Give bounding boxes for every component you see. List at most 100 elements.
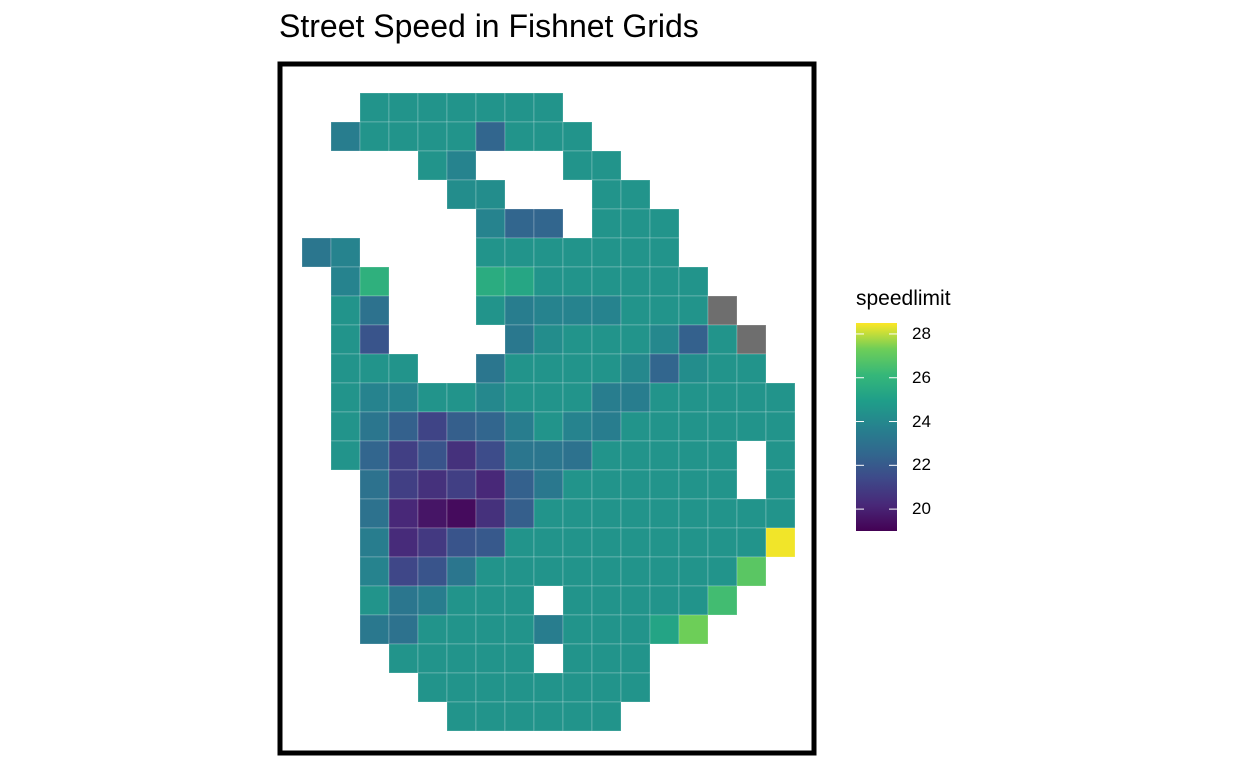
grid-cell bbox=[649, 585, 680, 616]
grid-cell bbox=[475, 121, 506, 152]
grid-cell bbox=[359, 440, 390, 471]
chart-title: Street Speed in Fishnet Grids bbox=[279, 8, 699, 44]
grid-cell bbox=[359, 469, 390, 500]
grid-cell bbox=[330, 382, 361, 413]
grid-cell bbox=[678, 295, 709, 326]
grid-cell bbox=[562, 672, 593, 703]
grid-cell bbox=[707, 411, 738, 442]
legend-title: speedlimit bbox=[856, 287, 951, 310]
grid-cell bbox=[678, 527, 709, 558]
grid-cell bbox=[475, 440, 506, 471]
grid-cell bbox=[591, 614, 622, 645]
legend-tick-label: 22 bbox=[912, 455, 931, 475]
grid-cell bbox=[475, 237, 506, 268]
grid-cell bbox=[562, 643, 593, 674]
grid-cell bbox=[533, 237, 564, 268]
grid-cell bbox=[620, 324, 651, 355]
grid-cell bbox=[591, 643, 622, 674]
grid-cell bbox=[649, 324, 680, 355]
grid-cell bbox=[504, 469, 535, 500]
grid-cell bbox=[504, 411, 535, 442]
grid-cell bbox=[533, 382, 564, 413]
grid-cell bbox=[504, 556, 535, 587]
grid-cell bbox=[475, 208, 506, 239]
grid-cell bbox=[475, 179, 506, 210]
grid-cell bbox=[533, 208, 564, 239]
grid-cell bbox=[765, 527, 796, 558]
grid-cells bbox=[301, 92, 796, 732]
grid-cell bbox=[446, 701, 477, 732]
grid-cell bbox=[504, 353, 535, 384]
grid-cell bbox=[475, 353, 506, 384]
grid-cell bbox=[707, 556, 738, 587]
grid-cell bbox=[620, 440, 651, 471]
grid-cell bbox=[678, 614, 709, 645]
grid-cell bbox=[446, 179, 477, 210]
grid-cell bbox=[475, 527, 506, 558]
legend-tick-label: 20 bbox=[912, 499, 931, 519]
grid-cell bbox=[736, 324, 767, 355]
grid-cell bbox=[562, 121, 593, 152]
grid-cell bbox=[388, 92, 419, 123]
grid-cell bbox=[765, 498, 796, 529]
grid-cell bbox=[359, 498, 390, 529]
grid-cell bbox=[504, 614, 535, 645]
grid-cell bbox=[765, 469, 796, 500]
grid-cell bbox=[620, 208, 651, 239]
grid-cell bbox=[475, 92, 506, 123]
grid-cell bbox=[620, 614, 651, 645]
grid-cell bbox=[591, 150, 622, 181]
grid-cell bbox=[504, 295, 535, 326]
grid-cell bbox=[707, 382, 738, 413]
grid-cell bbox=[591, 382, 622, 413]
grid-cell bbox=[388, 643, 419, 674]
grid-cell bbox=[649, 556, 680, 587]
grid-cell bbox=[649, 527, 680, 558]
grid-cell bbox=[533, 324, 564, 355]
grid-cell bbox=[359, 382, 390, 413]
grid-cell bbox=[562, 353, 593, 384]
grid-cell bbox=[562, 295, 593, 326]
grid-cell bbox=[330, 411, 361, 442]
grid-cell bbox=[475, 614, 506, 645]
grid-cell bbox=[620, 527, 651, 558]
grid-cell bbox=[475, 295, 506, 326]
grid-cell bbox=[562, 585, 593, 616]
grid-cell bbox=[620, 411, 651, 442]
grid-cell bbox=[446, 527, 477, 558]
grid-cell bbox=[649, 353, 680, 384]
grid-cell bbox=[359, 614, 390, 645]
grid-cell bbox=[388, 498, 419, 529]
grid-cell bbox=[446, 643, 477, 674]
grid-cell bbox=[562, 411, 593, 442]
grid-cell bbox=[475, 585, 506, 616]
grid-cell bbox=[533, 121, 564, 152]
grid-cell bbox=[678, 411, 709, 442]
grid-cell bbox=[446, 556, 477, 587]
grid-cell bbox=[678, 585, 709, 616]
grid-cell bbox=[330, 353, 361, 384]
legend-tick-marks bbox=[856, 333, 897, 510]
grid-cell bbox=[620, 585, 651, 616]
grid-cell bbox=[678, 469, 709, 500]
grid-cell bbox=[562, 614, 593, 645]
grid-cell bbox=[388, 411, 419, 442]
grid-cell bbox=[533, 469, 564, 500]
grid-cell bbox=[649, 382, 680, 413]
grid-cell bbox=[562, 382, 593, 413]
grid-cell bbox=[359, 585, 390, 616]
grid-cell bbox=[736, 556, 767, 587]
grid-cell bbox=[562, 266, 593, 297]
grid-cell bbox=[388, 527, 419, 558]
grid-cell bbox=[417, 92, 448, 123]
grid-cell bbox=[649, 440, 680, 471]
grid-cell bbox=[649, 614, 680, 645]
grid-cell bbox=[359, 527, 390, 558]
grid-cell bbox=[591, 701, 622, 732]
grid-cell bbox=[475, 411, 506, 442]
grid-cell bbox=[649, 295, 680, 326]
grid-cell bbox=[533, 295, 564, 326]
grid-cell bbox=[504, 440, 535, 471]
grid-cell bbox=[359, 324, 390, 355]
grid-cell bbox=[591, 556, 622, 587]
